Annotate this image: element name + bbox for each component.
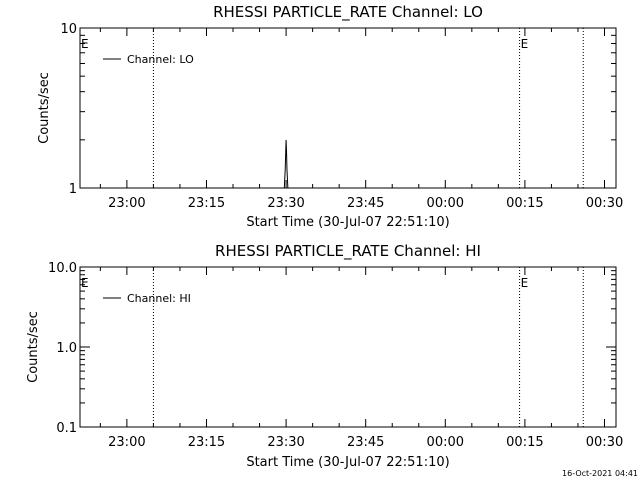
legend-label-hi: Channel: HI xyxy=(127,292,191,305)
x-tick-label-lo: 23:00 xyxy=(108,196,145,211)
y-tick-label-hi: 1.0 xyxy=(56,341,77,356)
x-tick-label-hi: 23:15 xyxy=(188,435,225,450)
plot-frame-hi xyxy=(79,266,617,428)
x-tick-label-hi: 23:00 xyxy=(108,435,145,450)
chart-title-hi: RHESSI PARTICLE_RATE Channel: HI xyxy=(215,242,481,261)
y-tick-label-lo: 10 xyxy=(60,22,77,37)
legend-hi: Channel: HI xyxy=(103,292,191,305)
x-tick-label-lo: 00:00 xyxy=(427,196,464,211)
legend-label-lo: Channel: LO xyxy=(127,53,194,66)
y-tick-label-lo: 1 xyxy=(69,182,77,197)
timestamp: 16-Oct-2021 04:41 xyxy=(562,469,638,478)
event-marker-hi: E xyxy=(81,276,89,290)
y-axis-label-lo: Counts/sec xyxy=(37,72,52,144)
x-tick-label-hi: 00:15 xyxy=(506,435,543,450)
y-tick-label-hi: 0.1 xyxy=(56,421,77,436)
x-tick-label-hi: 23:30 xyxy=(267,435,304,450)
x-tick-label-lo: 23:45 xyxy=(347,196,384,211)
panel-channel-lo: RHESSI PARTICLE_RATE Channel: LO Counts/… xyxy=(37,3,623,230)
legend-lo: Channel: LO xyxy=(103,53,194,66)
x-tick-label-hi: 00:30 xyxy=(586,435,623,450)
x-tick-label-lo: 00:30 xyxy=(586,196,623,211)
x-tick-label-hi: 23:45 xyxy=(347,435,384,450)
x-axis-label-hi: Start Time (30-Jul-07 22:51:10) xyxy=(246,455,449,470)
event-marker-hi: E xyxy=(521,276,529,290)
panel-channel-hi: RHESSI PARTICLE_RATE Channel: HI Counts/… xyxy=(26,242,623,470)
x-tick-label-lo: 23:30 xyxy=(267,196,304,211)
y-tick-label-hi: 10.0 xyxy=(48,261,77,276)
x-tick-label-lo: 23:15 xyxy=(188,196,225,211)
event-marker-lo: E xyxy=(81,37,89,51)
plot-frame-lo xyxy=(79,27,617,189)
event-marker-lo: E xyxy=(521,37,529,51)
chart-title-lo: RHESSI PARTICLE_RATE Channel: LO xyxy=(213,3,483,22)
x-axis-label-lo: Start Time (30-Jul-07 22:51:10) xyxy=(246,215,449,230)
y-axis-label-hi: Counts/sec xyxy=(26,311,41,383)
x-tick-label-hi: 00:00 xyxy=(427,435,464,450)
series-line-lo xyxy=(283,139,289,189)
x-tick-label-lo: 00:15 xyxy=(506,196,543,211)
